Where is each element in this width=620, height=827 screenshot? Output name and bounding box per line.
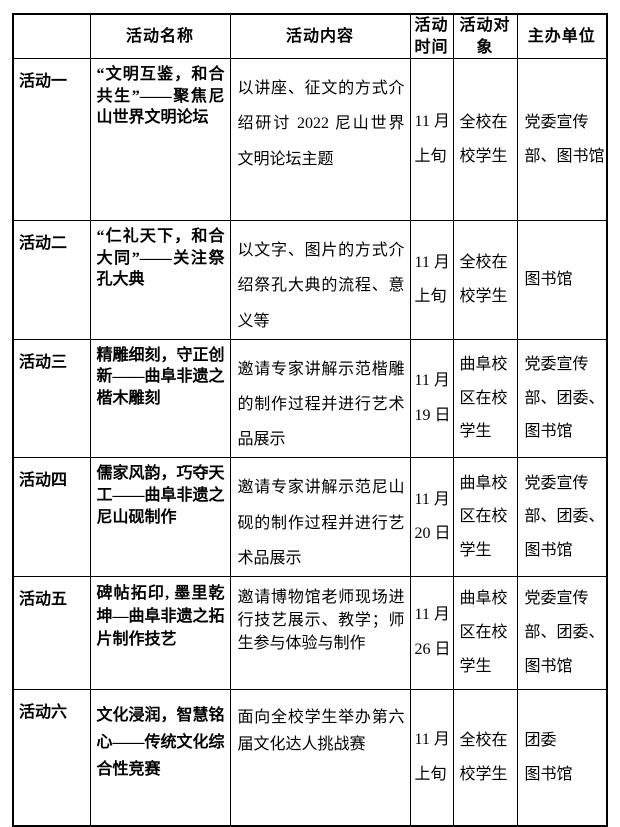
activity-time-cell: 11 月 20 日 — [409, 457, 454, 577]
activity-name-cell: 儒家风韵，巧夺天工——曲阜非遗之尼山砚制作 — [89, 457, 231, 577]
table-row: 活动三 精雕细刻，守正创新——曲阜非遗之楷木雕刻 邀请专家讲解示范楷雕的制作过程… — [12, 338, 608, 459]
activity-name-cell: “文明互鉴，和合共生”——聚焦尼山世界文明论坛 — [89, 58, 231, 222]
activity-content-cell: 邀请专家讲解示范尼山砚的制作过程并进行艺术品展示 — [229, 457, 411, 577]
table-header-row: 活动名称 活动内容 活动 时间 活动对 象 主办单位 — [12, 13, 608, 60]
activity-content-cell: 以讲座、征文的方式介绍研讨 2022 尼山世界文明论坛主题 — [229, 58, 411, 222]
activities-table: 活动名称 活动内容 活动 时间 活动对 象 主办单位 活动一 “文明互鉴，和合共… — [12, 13, 608, 827]
table-row: 活动四 儒家风韵，巧夺天工——曲阜非遗之尼山砚制作 邀请专家讲解示范尼山砚的制作… — [12, 457, 608, 577]
activity-time-cell: 11 月 上旬 — [409, 58, 454, 222]
organizer-cell: 党委宣传 部、图书馆 — [516, 58, 608, 222]
header-activity-content: 活动内容 — [229, 13, 411, 60]
activity-time-cell: 11 月 26 日 — [409, 575, 454, 690]
row-label: 活动六 — [12, 688, 91, 827]
header-activity-name: 活动名称 — [89, 13, 231, 60]
table-row: 活动一 “文明互鉴，和合共生”——聚焦尼山世界文明论坛 以讲座、征文的方式介绍研… — [12, 58, 608, 222]
header-activity-time: 活动 时间 — [409, 13, 454, 60]
activity-content-cell: 邀请专家讲解示范楷雕的制作过程并进行艺术品展示 — [229, 338, 411, 459]
table-row: 活动六 文化浸润，智慧铭心——传统文化综合性竞赛 面向全校学生举办第六届文化达人… — [12, 688, 608, 827]
activity-name-cell: 文化浸润，智慧铭心——传统文化综合性竞赛 — [89, 688, 231, 827]
organizer-cell: 党委宣传 部、团委、 图书馆 — [516, 338, 608, 459]
row-label: 活动一 — [12, 58, 91, 222]
activity-time-cell: 11 月 上旬 — [409, 688, 454, 827]
activity-target-cell: 全校在 校学生 — [452, 220, 518, 340]
row-label: 活动四 — [12, 457, 91, 577]
table-row: 活动二 “仁礼天下，和合大同”——关注祭孔大典 以文字、图片的方式介绍祭孔大典的… — [12, 220, 608, 340]
activity-target-cell: 曲阜校 区在校 学生 — [452, 338, 518, 459]
activity-target-cell: 曲阜校 区在校 学生 — [452, 457, 518, 577]
activity-time-cell: 11 月 上旬 — [409, 220, 454, 340]
organizer-cell: 党委宣传 部、团委、 图书馆 — [516, 457, 608, 577]
header-organizer: 主办单位 — [516, 13, 608, 60]
table-row: 活动五 碑帖拓印, 墨里乾坤—曲阜非遗之拓片制作技艺 邀请博物馆老师现场进行技艺… — [12, 575, 608, 690]
activity-name-cell: 碑帖拓印, 墨里乾坤—曲阜非遗之拓片制作技艺 — [89, 575, 231, 690]
activity-name-cell: “仁礼天下，和合大同”——关注祭孔大典 — [89, 220, 231, 340]
organizer-cell: 党委宣传 部、团委、 图书馆 — [516, 575, 608, 690]
header-activity-target: 活动对 象 — [452, 13, 518, 60]
activity-time-cell: 11 月 19 日 — [409, 338, 454, 459]
activity-target-cell: 全校在 校学生 — [452, 58, 518, 222]
activity-target-cell: 全校在 校学生 — [452, 688, 518, 827]
activity-target-cell: 曲阜校 区在校 学生 — [452, 575, 518, 690]
activity-content-cell: 以文字、图片的方式介绍祭孔大典的流程、意义等 — [229, 220, 411, 340]
activity-name-cell: 精雕细刻，守正创新——曲阜非遗之楷木雕刻 — [89, 338, 231, 459]
header-blank — [12, 13, 91, 60]
activity-content-cell: 面向全校学生举办第六届文化达人挑战赛 — [229, 688, 411, 827]
row-label: 活动二 — [12, 220, 91, 340]
row-label: 活动三 — [12, 338, 91, 459]
activity-content-cell: 邀请博物馆老师现场进行技艺展示、教学；师生参与体验与制作 — [229, 575, 411, 690]
organizer-cell: 团委 图书馆 — [516, 688, 608, 827]
organizer-cell: 图书馆 — [516, 220, 608, 340]
row-label: 活动五 — [12, 575, 91, 690]
